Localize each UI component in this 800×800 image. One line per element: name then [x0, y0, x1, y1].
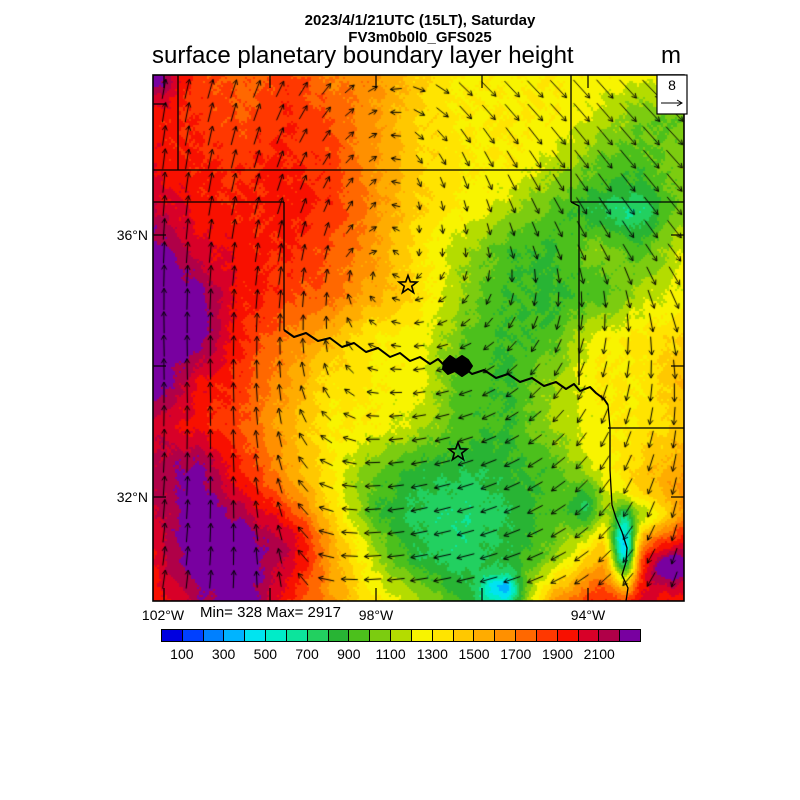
colorbar-tick-label: 1500: [458, 646, 490, 662]
colorbar-cell: [599, 630, 621, 641]
colorbar-tick-label: 500: [253, 646, 278, 662]
reference-box: [656, 74, 688, 115]
lon-label: 94°W: [570, 607, 606, 623]
colorbar-cell: [203, 630, 225, 641]
city-star-oklahoma-city: [396, 273, 420, 295]
colorbar-tick-label: 100: [170, 646, 194, 662]
lat-label: 32°N: [116, 489, 148, 505]
colorbar-cell: [411, 630, 433, 641]
lon-label: 98°W: [358, 607, 394, 623]
colorbar-cell: [578, 630, 600, 641]
colorbar-cell: [495, 630, 517, 641]
colorbar-tick-label: 300: [211, 646, 236, 662]
reference-arrow-head: [676, 99, 683, 107]
colorbar-cell: [266, 630, 287, 641]
colorbar-cell: [162, 630, 183, 641]
colorbar-cell: [516, 630, 537, 641]
lake-texoma: [442, 355, 473, 377]
colorbar-cell: [453, 630, 475, 641]
colorbar-cell: [307, 630, 329, 641]
colorbar-cell: [620, 630, 641, 641]
colorbar-tick-label: 900: [337, 646, 361, 662]
lat-label: 36°N: [116, 227, 148, 243]
datetime-title: 2023/4/1/21UTC (15LT), Saturday: [304, 12, 536, 29]
colorbar-cell: [557, 630, 579, 641]
colorbar-cell: [286, 630, 308, 641]
lon-label: 102°W: [141, 607, 185, 623]
colorbar-cell: [245, 630, 267, 641]
colorbar-cell: [432, 630, 454, 641]
colorbar-cell: [391, 630, 412, 641]
colorbar-cell: [474, 630, 496, 641]
colorbar-tick-label: 1300: [416, 646, 448, 662]
state-border-ok-ar: [570, 201, 580, 385]
colorbar-tick-label: 1100: [375, 646, 406, 662]
min-max-label: Min= 328 Max= 2917: [200, 604, 341, 621]
colorbar-cell: [536, 630, 558, 641]
colorbar-cell: [328, 630, 350, 641]
colorbar-tick-label: 2100: [583, 646, 615, 662]
map-frame: [152, 74, 685, 602]
colorbar-cell: [224, 630, 246, 641]
colorbar-tick-label: 1700: [500, 646, 532, 662]
units-label: m: [661, 42, 681, 69]
colorbar-tick-label: 1900: [541, 646, 574, 662]
colorbar-cell: [370, 630, 392, 641]
colorbar-tick-label: 700: [295, 646, 319, 662]
colorbar: [161, 629, 641, 642]
reference-wind-value: 8: [668, 77, 676, 93]
city-star-dallas: [446, 440, 470, 462]
plot-title: surface planetary boundary layer height: [152, 42, 574, 69]
model-title: FV3m0b0l0_GFS025: [348, 29, 492, 46]
state-border-tx-la: [607, 404, 629, 602]
pbl-field-map: [153, 75, 684, 601]
colorbar-cell: [182, 630, 204, 641]
colorbar-cell: [349, 630, 371, 641]
